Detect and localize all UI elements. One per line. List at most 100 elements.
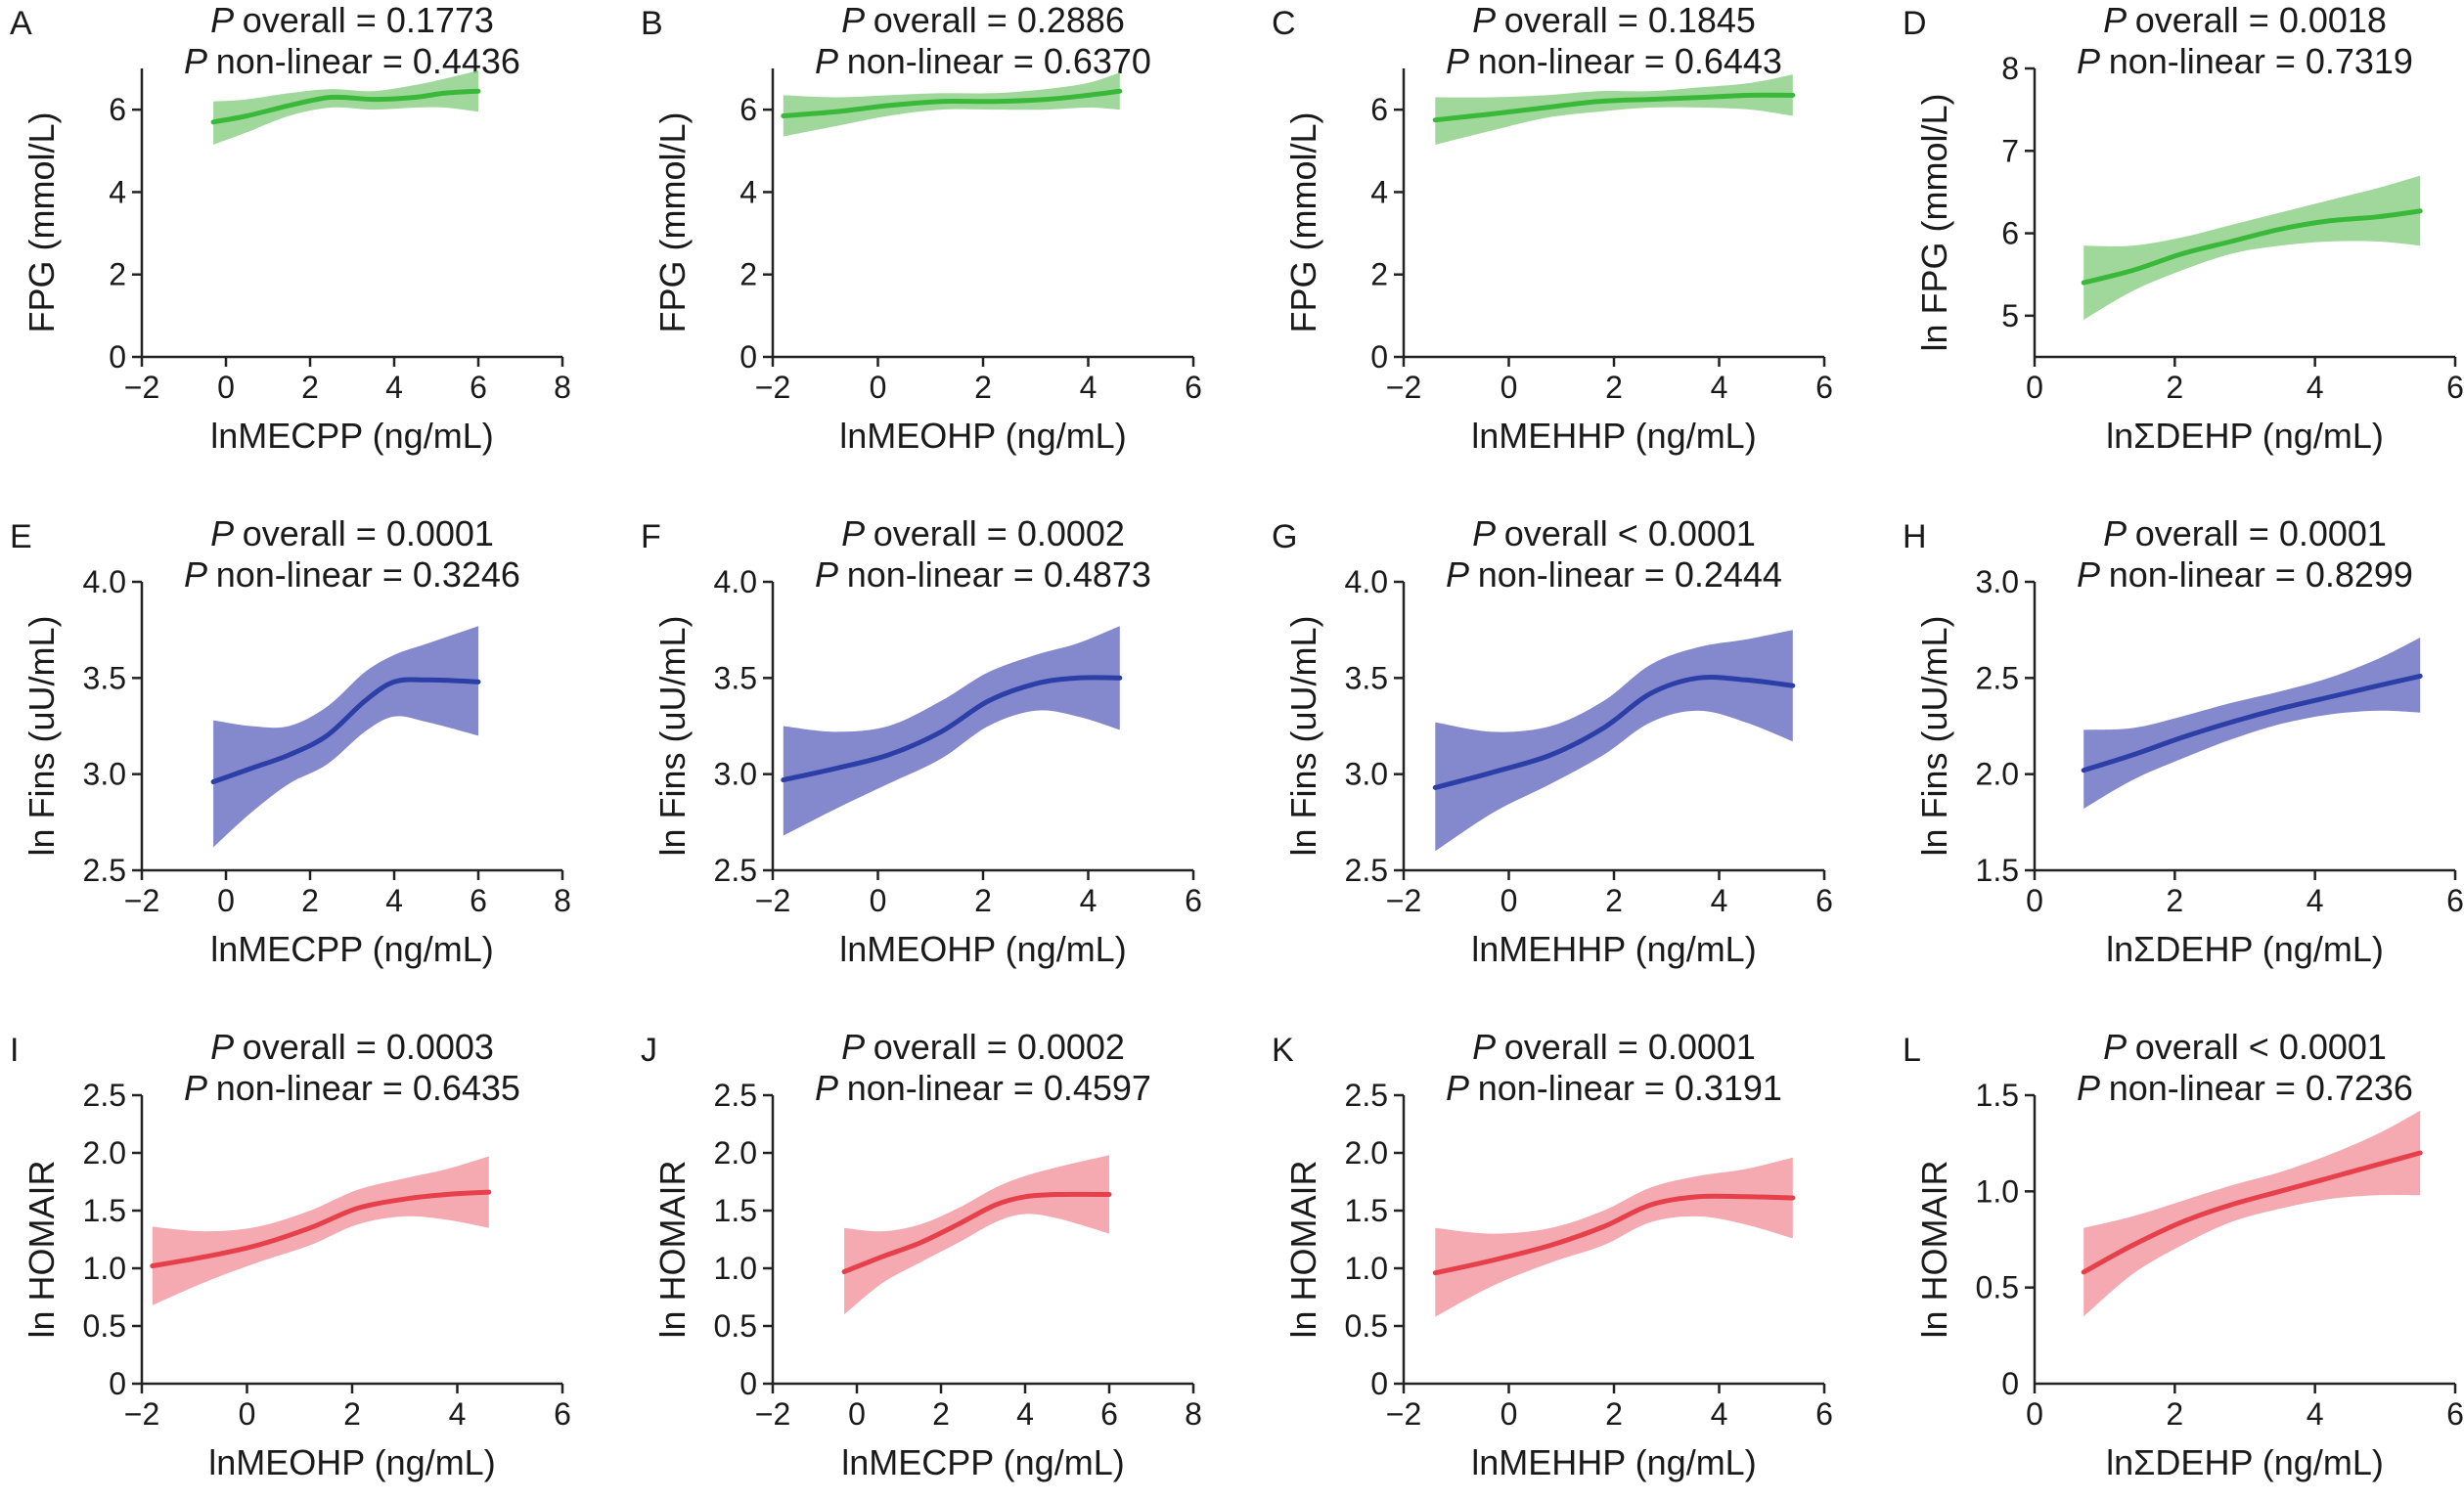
p-symbol: P — [2077, 554, 2109, 595]
confidence-band — [1435, 74, 1793, 145]
x-tick-label: 4 — [1711, 1396, 1728, 1432]
p-overall-label: P overall = 0.2886 — [841, 0, 1125, 40]
x-tick-label: 0 — [1501, 883, 1518, 918]
y-axis-label: ln Fins (uU/mL) — [652, 615, 693, 856]
panel-letter: B — [641, 5, 663, 42]
p-overall-label: P overall < 0.0001 — [1472, 513, 1756, 553]
y-tick-label: 1.5 — [1976, 853, 2019, 888]
p-nonlinear-label: P non-linear = 0.4873 — [815, 554, 1151, 595]
p-nonlinear-label: P non-linear = 0.6370 — [815, 41, 1151, 81]
p-symbol: P — [841, 0, 874, 40]
x-tick-label: 4 — [1711, 883, 1728, 918]
p-symbol: P — [210, 0, 243, 40]
p-nonlinear-label: P non-linear = 0.4597 — [815, 1068, 1151, 1108]
x-tick-label: 2 — [2166, 883, 2183, 918]
p-nonlinear-label: P non-linear = 0.6443 — [1446, 41, 1782, 81]
p-nonlinear-label: P non-linear = 0.8299 — [2077, 554, 2413, 595]
y-tick-label: 4.0 — [714, 564, 757, 599]
p-nonlinear-value: non-linear = 0.3191 — [1478, 1068, 1782, 1108]
x-tick-label: 2 — [2166, 1396, 2183, 1432]
y-tick-label: 2.0 — [714, 1135, 757, 1171]
panel-letter: J — [641, 1032, 657, 1069]
p-overall-value: overall = 0.0001 — [1504, 1027, 1756, 1067]
y-tick-label: 0 — [1370, 339, 1388, 375]
x-tick-label: 6 — [1185, 370, 1202, 405]
x-tick-label: 6 — [1100, 1396, 1118, 1432]
p-overall-value: overall = 0.2886 — [874, 0, 1125, 40]
x-tick-label: 2 — [974, 883, 992, 918]
y-tick-label: 1.5 — [714, 1193, 757, 1228]
x-tick-label: 4 — [2307, 1396, 2324, 1432]
x-tick-label: 0 — [1501, 370, 1518, 405]
y-axis-label: ln HOMAIR — [1283, 1160, 1323, 1338]
y-tick-label: 1.0 — [1345, 1251, 1388, 1286]
y-tick-label: 4.0 — [83, 564, 126, 599]
confidence-band — [2083, 638, 2421, 810]
y-tick-label: 4.0 — [1345, 564, 1388, 599]
panel-letter: I — [10, 1032, 19, 1069]
y-tick-label: 3.0 — [83, 757, 126, 792]
fitted-line — [1432, 674, 1796, 790]
p-overall-label: P overall = 0.0002 — [841, 513, 1125, 553]
y-tick-label: 0.5 — [714, 1308, 757, 1344]
y-tick-label: 4 — [739, 174, 757, 209]
p-symbol: P — [815, 1068, 847, 1108]
x-tick-label: −2 — [755, 883, 790, 918]
y-tick-label: 2.5 — [1345, 1078, 1388, 1113]
x-tick-label: 4 — [1711, 370, 1728, 405]
p-nonlinear-value: non-linear = 0.7319 — [2109, 41, 2413, 81]
x-tick-label: 2 — [1605, 370, 1623, 405]
y-tick-label: 4 — [1370, 174, 1388, 209]
x-axis-label: lnΣDEHP (ng/mL) — [2106, 416, 2384, 456]
p-nonlinear-value: non-linear = 0.3246 — [216, 554, 520, 595]
x-tick-label: 6 — [554, 1396, 571, 1432]
p-overall-label: P overall = 0.0018 — [2103, 0, 2387, 40]
x-tick-label: 6 — [1815, 883, 1833, 918]
y-axis-label: ln HOMAIR — [1914, 1160, 1954, 1338]
y-axis-label: ln Fins (uU/mL) — [22, 615, 62, 856]
x-tick-label: 8 — [1185, 1396, 1202, 1432]
fitted-line — [2081, 1150, 2423, 1275]
y-tick-label: 4 — [109, 174, 126, 209]
x-tick-label: 4 — [449, 1396, 467, 1432]
y-tick-label: 2.0 — [1345, 1135, 1388, 1171]
x-axis-label: lnMEHHP (ng/mL) — [1471, 1442, 1756, 1482]
x-tick-label: 2 — [301, 370, 319, 405]
y-tick-label: 2 — [109, 257, 126, 292]
x-axis-label: lnMECPP (ng/mL) — [210, 929, 493, 969]
y-tick-label: 6 — [1370, 92, 1388, 127]
x-axis-label: lnMEOHP (ng/mL) — [839, 416, 1126, 456]
p-overall-value: overall = 0.0002 — [874, 513, 1125, 553]
panel-letter: E — [10, 518, 32, 555]
p-overall-value: overall = 0.1773 — [243, 0, 494, 40]
p-overall-label: P overall = 0.0003 — [210, 1027, 494, 1067]
confidence-band — [213, 626, 478, 848]
x-tick-label: 0 — [2026, 883, 2043, 918]
p-symbol: P — [184, 1068, 216, 1108]
x-tick-label: 2 — [301, 883, 319, 918]
p-overall-value: overall = 0.1845 — [1504, 0, 1756, 40]
y-tick-label: 3.5 — [714, 660, 757, 695]
confidence-band — [2083, 1110, 2421, 1317]
x-tick-label: 6 — [470, 883, 487, 918]
confidence-band — [783, 626, 1120, 836]
x-tick-label: −2 — [755, 1396, 790, 1432]
x-tick-label: 0 — [2026, 1396, 2043, 1432]
x-tick-label: −2 — [755, 370, 790, 405]
x-tick-label: 6 — [1815, 370, 1833, 405]
p-symbol: P — [2103, 513, 2135, 553]
p-nonlinear-value: non-linear = 0.6443 — [1478, 41, 1782, 81]
y-tick-label: 1.0 — [1976, 1173, 2019, 1209]
x-tick-label: 0 — [870, 883, 887, 918]
p-nonlinear-label: P non-linear = 0.2444 — [1446, 554, 1782, 595]
p-overall-label: P overall = 0.0002 — [841, 1027, 1125, 1067]
x-axis-label: lnMEOHP (ng/mL) — [839, 929, 1126, 969]
p-nonlinear-value: non-linear = 0.8299 — [2109, 554, 2413, 595]
x-tick-label: 6 — [2446, 883, 2464, 918]
x-tick-label: −2 — [1386, 883, 1421, 918]
